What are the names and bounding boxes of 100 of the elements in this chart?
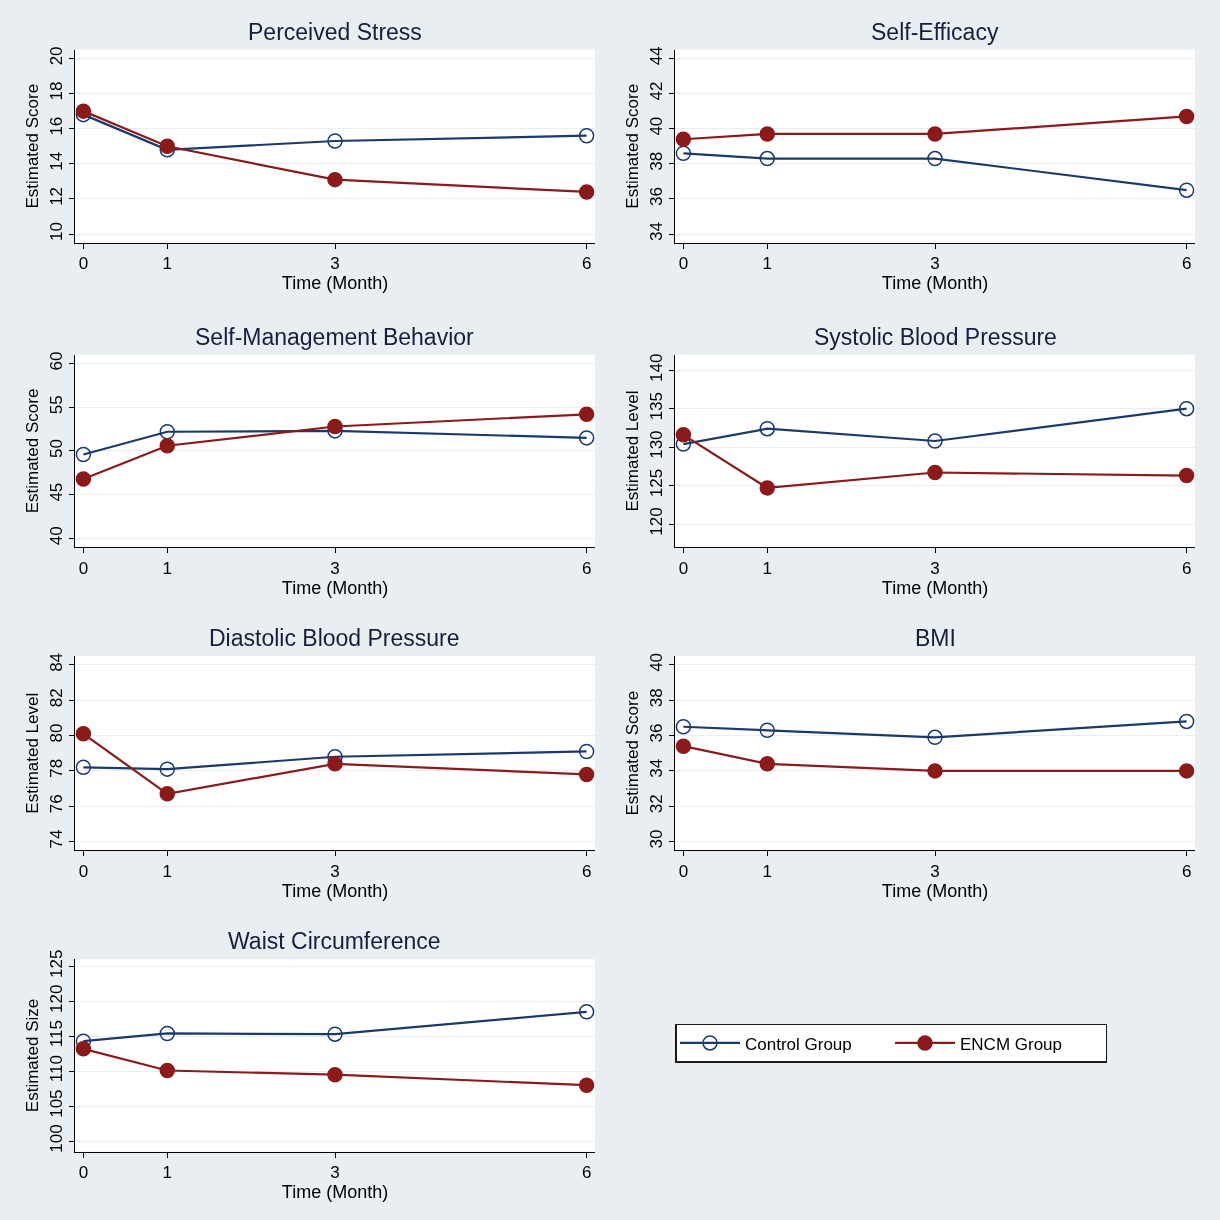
y-tick-label: 20	[47, 46, 67, 66]
chart-title: Perceived Stress	[248, 19, 422, 45]
point	[675, 131, 692, 147]
point	[759, 756, 776, 772]
y-axis-title: Estimated Score	[22, 388, 42, 514]
y-axis-title: Estimated Score	[622, 690, 642, 816]
y-tick-label: 14	[47, 151, 67, 171]
point	[75, 726, 92, 742]
y-tick-label: 34	[647, 222, 667, 242]
x-tick-label: 6	[581, 558, 592, 578]
point	[759, 722, 776, 739]
x-tick-label: 3	[930, 861, 940, 881]
x-tick-label: 6	[1181, 254, 1192, 274]
x-tick-label: 3	[330, 861, 340, 881]
point	[759, 420, 776, 437]
x-axis-title: Time (Month)	[881, 577, 989, 598]
x-axis-title: Time (Month)	[281, 880, 389, 901]
x-tick-label: 3	[330, 558, 340, 578]
point	[578, 430, 595, 446]
y-tick-label: 40	[647, 652, 667, 672]
y-axis-title: Estimated Level	[22, 692, 42, 814]
point	[1178, 467, 1195, 484]
x-axis-title: Time (Month)	[281, 1182, 389, 1203]
y-tick-label: 120	[647, 507, 667, 536]
point	[1178, 713, 1195, 730]
y-tick-label: 125	[47, 949, 67, 978]
chart-title: Waist Circumference	[228, 928, 441, 954]
y-tick-label: 55	[47, 395, 67, 415]
x-tick-label: 6	[581, 861, 592, 881]
x-tick-label: 3	[930, 254, 940, 274]
chart-title: Self-Management Behavior	[195, 324, 475, 350]
chart-title: Self-Efficacy	[871, 19, 999, 45]
point	[578, 1077, 595, 1093]
y-tick-label: 36	[647, 723, 667, 743]
chart-title: BMI	[915, 625, 956, 651]
y-tick-label: 80	[47, 723, 67, 743]
point	[1178, 182, 1195, 198]
y-tick-label: 60	[47, 351, 67, 371]
y-tick-label: 76	[47, 794, 67, 814]
y-tick-label: 16	[47, 116, 67, 136]
x-axis-title: Time (Month)	[881, 880, 989, 901]
point	[159, 424, 176, 440]
point	[927, 464, 943, 481]
point	[578, 184, 595, 200]
y-axis-title: Estimated Level	[622, 390, 642, 512]
point	[578, 766, 595, 783]
point	[675, 738, 692, 754]
y-tick-label: 84	[47, 652, 67, 672]
point	[327, 418, 343, 435]
y-tick-label: 42	[647, 81, 667, 101]
x-tick-label: 0	[78, 861, 89, 881]
y-tick-label: 140	[647, 353, 667, 382]
legend-label: ENCM Group	[960, 1034, 1063, 1054]
y-tick-label: 82	[47, 688, 67, 708]
x-tick-label: 1	[762, 558, 772, 578]
y-axis-title: Estimated Score	[622, 83, 642, 209]
y-tick-label: 40	[47, 526, 67, 546]
x-tick-label: 1	[162, 254, 172, 274]
y-tick-label: 40	[647, 116, 667, 136]
y-tick-label: 50	[47, 438, 67, 458]
x-tick-label: 1	[162, 1163, 172, 1183]
point	[75, 471, 92, 487]
point	[327, 1026, 343, 1042]
point	[759, 150, 776, 167]
point	[927, 763, 943, 779]
point	[675, 427, 692, 443]
y-tick-label: 125	[647, 468, 667, 498]
point	[927, 433, 943, 449]
y-tick-label: 44	[647, 46, 667, 66]
y-tick-label: 100	[47, 1124, 67, 1153]
point	[159, 786, 176, 802]
y-tick-label: 110	[47, 1055, 67, 1083]
point	[927, 729, 943, 746]
y-tick-label: 38	[647, 688, 667, 708]
y-tick-label: 105	[47, 1089, 67, 1118]
y-tick-label: 38	[647, 151, 667, 171]
point	[75, 759, 92, 776]
point	[75, 446, 92, 463]
point	[578, 406, 595, 423]
point	[1178, 763, 1195, 779]
y-tick-label: 78	[47, 758, 67, 778]
chart-title: Systolic Blood Pressure	[814, 324, 1057, 350]
x-tick-label: 0	[78, 254, 89, 274]
y-tick-label: 10	[47, 222, 67, 242]
point	[159, 1025, 176, 1042]
y-tick-label: 74	[47, 829, 67, 849]
point	[759, 126, 776, 142]
point	[327, 133, 343, 149]
x-axis-title: Time (Month)	[281, 273, 389, 294]
x-tick-label: 1	[762, 254, 772, 274]
y-tick-label: 36	[647, 186, 667, 206]
x-tick-label: 6	[581, 254, 592, 274]
x-tick-label: 0	[78, 1163, 89, 1183]
x-axis-title: Time (Month)	[281, 577, 389, 598]
point	[927, 150, 943, 167]
chart-title: Diastolic Blood Pressure	[209, 625, 460, 651]
x-tick-label: 6	[581, 1163, 592, 1183]
point	[759, 480, 776, 496]
point	[1178, 108, 1195, 125]
y-tick-label: 130	[647, 430, 667, 459]
